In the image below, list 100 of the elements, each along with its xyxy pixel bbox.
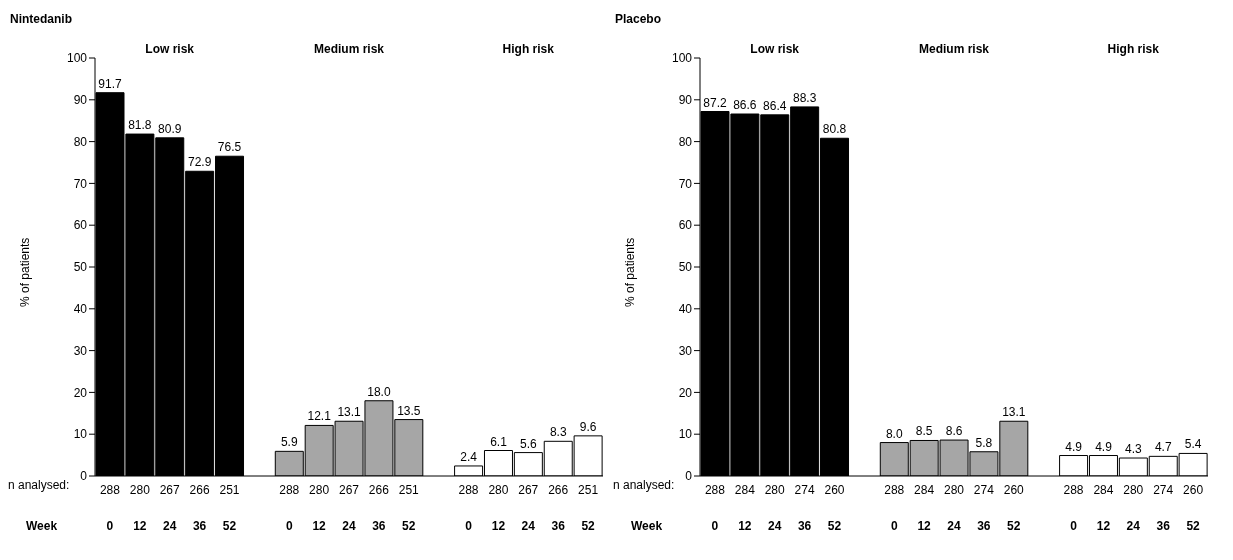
text: 251 — [578, 483, 599, 497]
text: 260 — [1183, 483, 1204, 497]
text: 288 — [99, 483, 121, 497]
data-label: 88.3 — [792, 90, 817, 105]
text: 280 — [129, 483, 151, 497]
data-label: 8.5 — [915, 424, 933, 439]
data-label: 80.8 — [822, 122, 847, 137]
x-axis-title: Week — [26, 519, 58, 533]
data-label: 4.7 — [1154, 440, 1172, 455]
y-tick-label: 50 — [678, 260, 693, 275]
x-tick-label: 24 — [342, 519, 356, 533]
x-tick-label: 36 — [977, 519, 991, 533]
text: 274 — [973, 483, 995, 497]
x-tick-label: 24 — [163, 519, 177, 533]
text: 267 — [159, 483, 181, 497]
y-tick-label: 20 — [678, 385, 693, 400]
x-tick-label: 12 — [312, 519, 327, 533]
data-label: 12.1 — [307, 409, 332, 424]
y-tick-label: 50 — [73, 260, 88, 275]
data-label: 13.1 — [337, 405, 362, 420]
y-tick-label: 30 — [678, 343, 693, 358]
text: 266 — [548, 483, 569, 497]
text: 280 — [764, 483, 786, 497]
data-label: 18.0 — [367, 384, 391, 399]
text: 284 — [914, 483, 935, 497]
y-tick-label: 100 — [671, 51, 693, 66]
text: n analysed: — [8, 478, 70, 492]
x-tick-label: 52 — [1186, 519, 1201, 533]
text: 251 — [398, 483, 420, 497]
y-tick-label: 90 — [73, 93, 88, 108]
y-tick-label: 80 — [73, 134, 88, 149]
x-tick-label: 52 — [222, 519, 237, 533]
text: 280 — [1123, 483, 1144, 497]
text: 288 — [279, 483, 300, 497]
y-tick-label: 40 — [73, 302, 88, 317]
y-tick-label: 40 — [678, 302, 693, 317]
y-tick-label: 60 — [678, 218, 693, 233]
chart-title: Placebo — [615, 12, 662, 26]
data-label: 6.1 — [490, 434, 508, 449]
text: High risk — [1106, 42, 1160, 56]
x-tick-label: 24 — [947, 519, 961, 533]
x-tick-label: 36 — [372, 519, 386, 533]
data-label: 5.8 — [975, 435, 993, 450]
data-label: 5.4 — [1184, 437, 1202, 452]
y-tick-label: 70 — [73, 176, 88, 191]
text: 266 — [368, 483, 390, 497]
text: Medium risk — [918, 42, 990, 56]
data-label: 4.9 — [1065, 439, 1083, 454]
x-tick-label: 12 — [917, 519, 932, 533]
x-tick-label: 24 — [521, 519, 536, 533]
data-label: 8.3 — [549, 425, 567, 440]
y-tick-label: 0 — [685, 469, 693, 484]
text: 284 — [734, 483, 756, 497]
x-tick-label: 36 — [1156, 519, 1171, 533]
x-tick-label: 24 — [768, 519, 782, 533]
x-tick-label: 52 — [827, 519, 842, 533]
x-tick-label: 52 — [1007, 519, 1021, 533]
y-tick-label: 10 — [678, 427, 693, 442]
y-axis-title: % of patients — [623, 237, 638, 307]
x-tick-label: 0 — [711, 519, 719, 533]
x-tick-label: 52 — [402, 519, 416, 533]
text: 288 — [458, 483, 479, 497]
x-axis-title: Week — [631, 519, 663, 533]
text: Medium risk — [313, 42, 385, 56]
data-label: 4.9 — [1095, 439, 1113, 454]
data-label: 13.1 — [1002, 405, 1026, 420]
y-tick-label: 30 — [73, 343, 88, 358]
y-tick-label: 60 — [73, 218, 88, 233]
x-tick-label: 0 — [1070, 519, 1078, 533]
data-label: 76.5 — [217, 140, 242, 155]
data-label: 86.6 — [733, 98, 757, 113]
text: 260 — [1003, 483, 1025, 497]
text: 251 — [219, 483, 240, 497]
data-label: 9.6 — [579, 419, 597, 434]
data-label: 91.7 — [98, 76, 122, 91]
data-label: 8.6 — [945, 424, 963, 439]
data-label: 8.0 — [885, 426, 903, 441]
x-tick-label: 12 — [133, 519, 147, 533]
x-tick-label: 24 — [1126, 519, 1141, 533]
y-tick-label: 0 — [80, 469, 88, 484]
data-label: 72.9 — [187, 155, 212, 170]
data-label: 13.5 — [397, 403, 421, 418]
text: 280 — [488, 483, 509, 497]
data-label: 81.8 — [128, 118, 152, 133]
y-tick-label: 20 — [73, 385, 88, 400]
y-axis-title: % of patients — [18, 237, 33, 307]
text: 288 — [1063, 483, 1084, 497]
y-tick-label: 70 — [678, 176, 693, 191]
text: 260 — [824, 483, 845, 497]
y-tick-label: 90 — [678, 93, 693, 108]
chart-title: Nintedanib — [10, 12, 72, 26]
x-tick-label: 0 — [465, 519, 473, 533]
text: 274 — [794, 483, 815, 497]
text: n analysed: — [613, 478, 675, 492]
text: Low risk — [749, 42, 801, 56]
x-tick-label: 36 — [551, 519, 566, 533]
text: 284 — [1093, 483, 1114, 497]
x-tick-label: 0 — [890, 519, 898, 533]
x-tick-label: 12 — [738, 519, 752, 533]
text: 266 — [189, 483, 210, 497]
